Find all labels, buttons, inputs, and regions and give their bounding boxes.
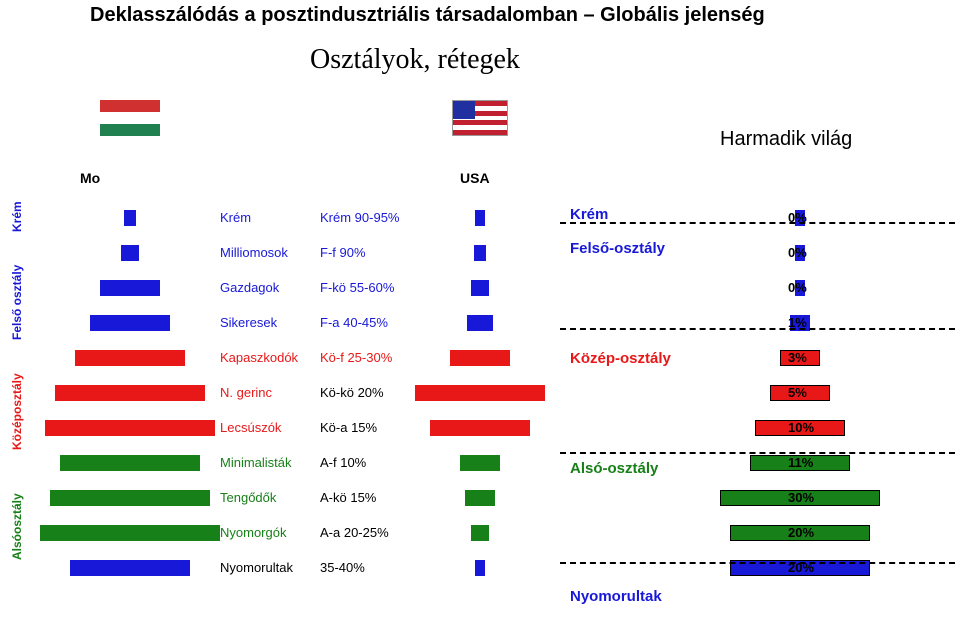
hungary-flag-icon [100, 100, 160, 136]
usa-bar-8 [465, 490, 495, 506]
usa-bar-5 [415, 385, 545, 401]
row-pct-4: Kö-f 25-30% [320, 350, 392, 365]
vlabel-also: Alsóosztály [10, 493, 24, 560]
row-name-8: Tengődők [220, 490, 276, 505]
vlabel-krem: Krém [10, 201, 24, 232]
third-pct-8: 30% [788, 490, 814, 505]
third-pct-2: 0% [788, 280, 807, 295]
third-pct-7: 11% [788, 455, 813, 470]
mo-bar-7 [60, 455, 200, 471]
main-title: Deklasszálódás a posztindusztriális társ… [90, 4, 765, 27]
group-divider [560, 452, 955, 454]
usa-column-label: USA [460, 170, 490, 186]
group-label-1: Felső-osztály [570, 240, 665, 257]
group-label-2: Közép-osztály [570, 350, 671, 367]
vlabel-felso: Felső osztály [10, 265, 24, 340]
third-pct-5: 5% [788, 385, 807, 400]
usa-bar-6 [430, 420, 530, 436]
row-pct-6: Kö-a 15% [320, 420, 377, 435]
row-name-5: N. gerinc [220, 385, 272, 400]
group-divider [560, 328, 955, 330]
mo-column-label: Mo [80, 170, 100, 186]
row-pct-0: Krém 90-95% [320, 210, 399, 225]
row-pct-2: F-kö 55-60% [320, 280, 394, 295]
usa-bar-3 [467, 315, 493, 331]
row-name-0: Krém [220, 210, 251, 225]
usa-flag-icon [452, 100, 508, 136]
mo-bar-4 [75, 350, 185, 366]
mo-bar-1 [121, 245, 139, 261]
third-world-title: Harmadik világ [720, 128, 852, 151]
group-label-4: Nyomorultak [570, 588, 662, 605]
usa-bar-0 [475, 210, 485, 226]
row-pct-9: A-a 20-25% [320, 525, 389, 540]
row-name-2: Gazdagok [220, 280, 279, 295]
mo-bar-6 [45, 420, 215, 436]
row-name-6: Lecsúszók [220, 420, 281, 435]
row-pct-3: F-a 40-45% [320, 315, 388, 330]
mo-bar-2 [100, 280, 160, 296]
third-pct-4: 3% [788, 350, 807, 365]
usa-bar-2 [471, 280, 489, 296]
mo-bar-3 [90, 315, 170, 331]
mo-bar-10 [70, 560, 190, 576]
row-name-3: Sikeresek [220, 315, 277, 330]
vlabel-kozep: Középosztály [10, 373, 24, 450]
usa-bar-9 [471, 525, 489, 541]
mo-bar-5 [55, 385, 205, 401]
row-name-9: Nyomorgók [220, 525, 286, 540]
group-label-3: Alsó-osztály [570, 460, 658, 477]
row-pct-1: F-f 90% [320, 245, 366, 260]
third-pct-6: 10% [788, 420, 814, 435]
row-name-4: Kapaszkodók [220, 350, 298, 365]
row-pct-8: A-kö 15% [320, 490, 376, 505]
row-pct-5: Kö-kö 20% [320, 385, 384, 400]
usa-bar-10 [475, 560, 485, 576]
usa-bar-7 [460, 455, 500, 471]
row-pct-7: A-f 10% [320, 455, 366, 470]
row-pct-10: 35-40% [320, 560, 365, 575]
mo-bar-9 [40, 525, 220, 541]
mo-bar-8 [50, 490, 210, 506]
mo-bar-0 [124, 210, 136, 226]
row-name-10: Nyomorultak [220, 560, 293, 575]
third-pct-9: 20% [788, 525, 814, 540]
sub-title: Osztályok, rétegek [310, 44, 520, 76]
group-divider [560, 562, 955, 564]
third-pct-1: 0% [788, 245, 807, 260]
row-name-7: Minimalisták [220, 455, 292, 470]
usa-bar-4 [450, 350, 510, 366]
row-name-1: Milliomosok [220, 245, 288, 260]
usa-bar-1 [474, 245, 486, 261]
group-divider [560, 222, 955, 224]
group-label-0: Krém [570, 206, 608, 223]
